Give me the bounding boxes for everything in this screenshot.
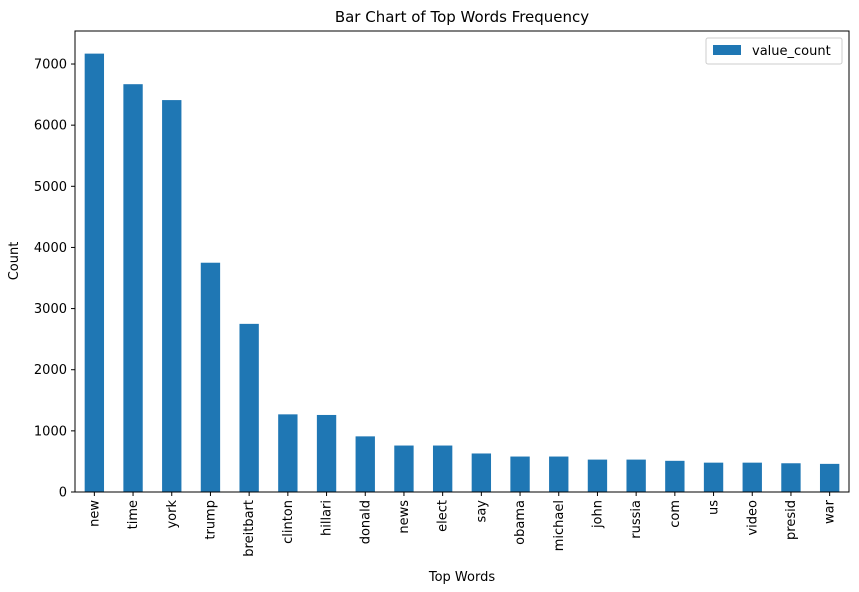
bar-new bbox=[84, 53, 105, 493]
legend: value_count bbox=[705, 37, 843, 65]
x-tick-label: russia bbox=[629, 500, 644, 539]
y-axis: 0 1000 2000 3000 4000 5000 6000 7000 bbox=[34, 58, 75, 501]
bar-john bbox=[587, 459, 608, 492]
legend-frame bbox=[705, 37, 843, 65]
y-tick-label: 0 bbox=[59, 486, 67, 501]
x-tick-label: obama bbox=[513, 500, 528, 545]
x-tick-label: war bbox=[823, 499, 838, 524]
bar-presid bbox=[781, 463, 801, 492]
x-tick-label: time bbox=[126, 500, 141, 529]
legend-swatch bbox=[713, 45, 741, 55]
bar-clinton bbox=[278, 414, 298, 492]
bar-hillari bbox=[316, 414, 337, 492]
bar-breitbart bbox=[239, 323, 259, 492]
x-tick-label: clinton bbox=[281, 500, 296, 544]
x-tick-label: york bbox=[165, 500, 180, 529]
bar-donald bbox=[355, 436, 375, 492]
bar-obama bbox=[510, 456, 530, 492]
x-tick-label: trump bbox=[203, 500, 218, 540]
bar-say bbox=[471, 453, 492, 492]
x-tick-label: john bbox=[590, 500, 605, 529]
x-axis-label: Top Words bbox=[428, 570, 495, 585]
x-tick-label: hillari bbox=[320, 500, 335, 536]
y-tick-label: 4000 bbox=[34, 241, 67, 256]
y-axis-label: Count bbox=[7, 242, 22, 281]
y-tick-label: 7000 bbox=[34, 58, 67, 73]
x-tick-label: com bbox=[668, 500, 683, 528]
plot-frame bbox=[74, 30, 850, 493]
x-tick-label: donald bbox=[358, 500, 373, 544]
chart-title: Bar Chart of Top Words Frequency bbox=[335, 8, 589, 26]
legend-label: value_count bbox=[752, 44, 831, 59]
x-tick-label: video bbox=[745, 500, 760, 536]
x-tick-label: us bbox=[707, 500, 722, 515]
x-axis: new time york trump breitbart clinton hillari d… bbox=[87, 492, 838, 557]
x-tick-label: breitbart bbox=[242, 500, 257, 557]
bar-us bbox=[703, 462, 724, 492]
x-tick-label: say bbox=[474, 500, 489, 523]
x-tick-label: michael bbox=[552, 500, 567, 551]
y-tick-label: 6000 bbox=[34, 119, 67, 134]
bar-com bbox=[665, 460, 685, 492]
bar-york bbox=[162, 100, 182, 492]
bar-russia bbox=[626, 459, 646, 492]
x-tick-label: elect bbox=[436, 500, 451, 532]
bar-video bbox=[742, 462, 762, 492]
bar-news bbox=[394, 445, 414, 492]
y-tick-label: 5000 bbox=[34, 180, 67, 195]
x-tick-label: presid bbox=[784, 500, 799, 540]
bar-war bbox=[819, 463, 840, 492]
y-tick-label: 2000 bbox=[34, 363, 67, 378]
x-tick-label: news bbox=[397, 500, 412, 534]
bars-group bbox=[84, 53, 840, 493]
bar-elect bbox=[432, 445, 453, 492]
bar-time bbox=[123, 84, 143, 492]
y-tick-label: 1000 bbox=[34, 424, 67, 439]
x-tick-label: new bbox=[87, 500, 102, 527]
y-tick-label: 3000 bbox=[34, 302, 67, 317]
bar-trump bbox=[200, 262, 221, 492]
bar-michael bbox=[549, 456, 569, 492]
